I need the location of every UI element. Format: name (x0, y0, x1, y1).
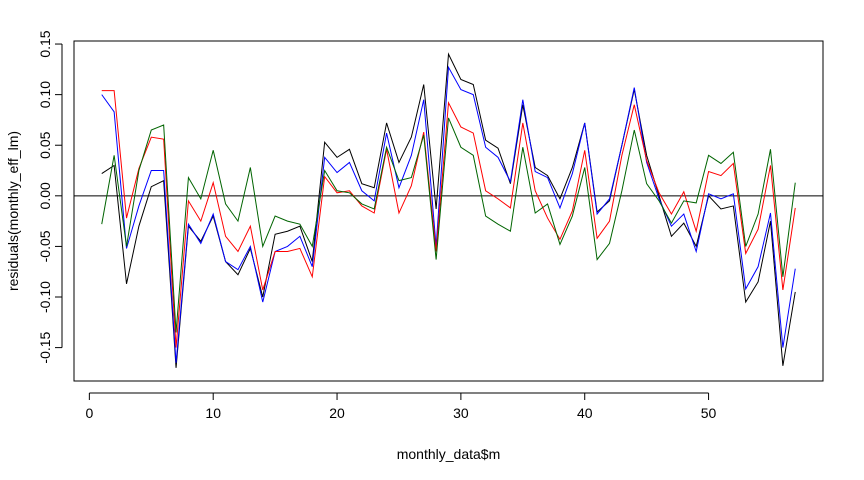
y-tick-label: -0.05 (37, 230, 53, 262)
series-line-1 (101, 52, 796, 368)
series-line-4 (101, 117, 796, 333)
x-tick-label: 0 (85, 405, 93, 421)
plot-area (73, 40, 824, 382)
x-tick-label: 50 (701, 405, 717, 421)
y-axis-title: residuals(monthly_eff_lm) (5, 131, 21, 291)
y-tick-label: -0.10 (37, 281, 53, 313)
y-tick-label: 0.10 (37, 81, 53, 108)
y-tick-label: -0.15 (37, 331, 53, 363)
x-tick-label: 20 (329, 405, 345, 421)
y-tick-label: 0.15 (37, 30, 53, 57)
x-tick-label: 40 (577, 405, 593, 421)
x-tick-label: 10 (205, 405, 221, 421)
series-line-3 (101, 90, 796, 348)
x-axis-title: monthly_data$m (397, 446, 501, 462)
x-tick-label: 30 (453, 405, 469, 421)
axes: 0 10 20 30 40 50 -0.15 -0.10 -0.05 0.00 0.05 0.10 0.… (37, 30, 717, 421)
y-tick-label: 0.05 (37, 131, 53, 158)
series-group (101, 52, 796, 368)
y-tick-label: 0.00 (37, 182, 53, 209)
plot-frame (73, 40, 824, 382)
series-line-2 (101, 65, 796, 363)
